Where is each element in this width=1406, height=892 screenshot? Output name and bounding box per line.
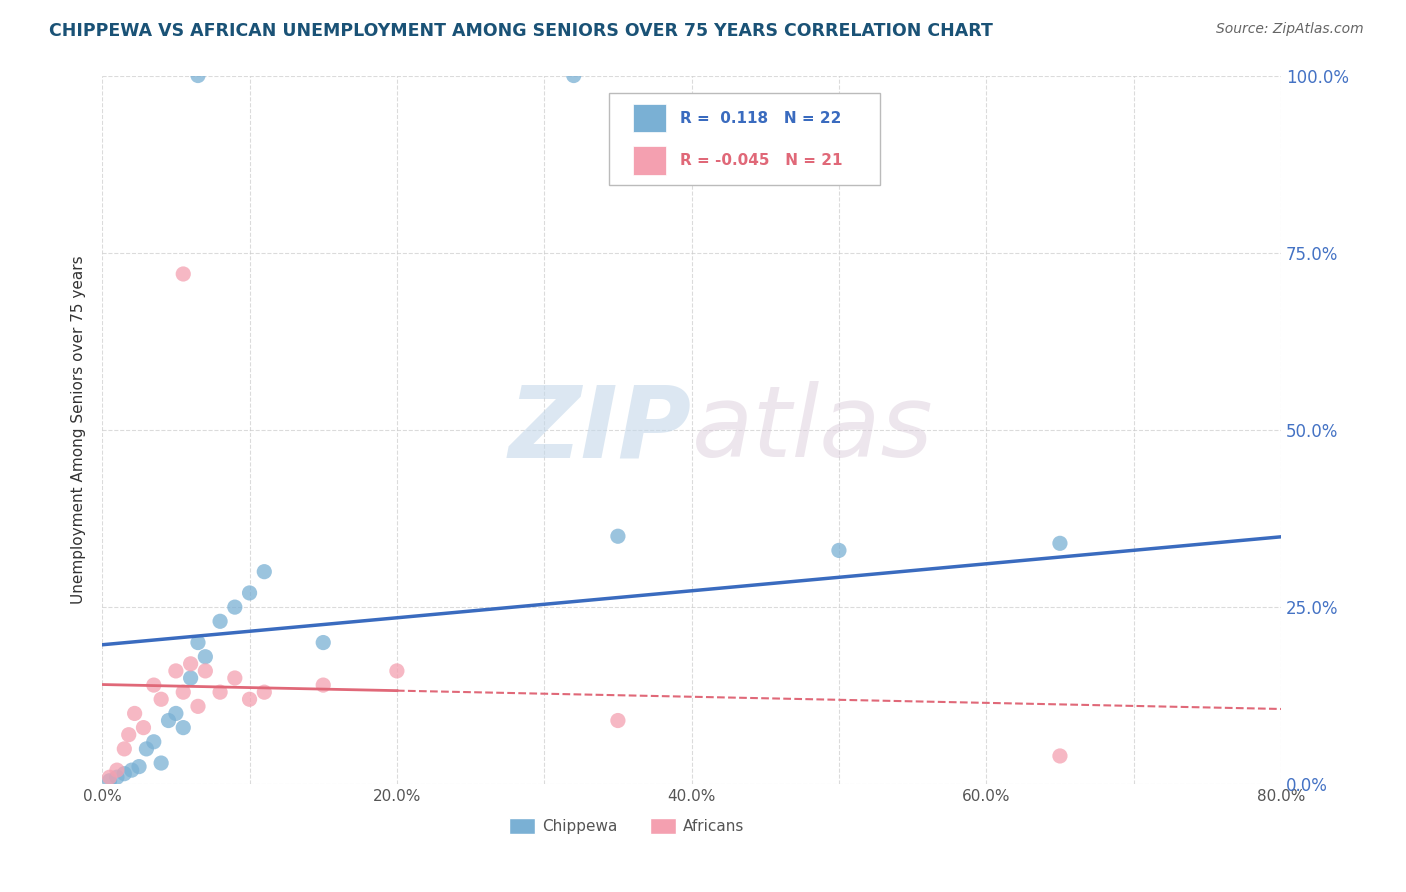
- Point: [157, 714, 180, 728]
- Point: [172, 267, 194, 281]
- Text: atlas: atlas: [692, 382, 934, 478]
- Point: [1049, 536, 1071, 550]
- Point: [112, 766, 135, 780]
- Point: [105, 763, 128, 777]
- Point: [180, 657, 202, 671]
- Point: [312, 635, 335, 649]
- Point: [238, 692, 260, 706]
- Point: [224, 671, 246, 685]
- Point: [209, 685, 232, 699]
- Y-axis label: Unemployment Among Seniors over 75 years: Unemployment Among Seniors over 75 years: [72, 256, 86, 604]
- Point: [124, 706, 146, 721]
- FancyBboxPatch shape: [609, 94, 880, 186]
- Point: [385, 664, 408, 678]
- Text: R = -0.045   N = 21: R = -0.045 N = 21: [679, 153, 842, 168]
- Point: [238, 586, 260, 600]
- Text: Africans: Africans: [683, 819, 745, 834]
- Text: ZIP: ZIP: [509, 382, 692, 478]
- Point: [828, 543, 851, 558]
- FancyBboxPatch shape: [633, 146, 665, 175]
- Point: [132, 721, 155, 735]
- FancyBboxPatch shape: [651, 818, 676, 834]
- Text: CHIPPEWA VS AFRICAN UNEMPLOYMENT AMONG SENIORS OVER 75 YEARS CORRELATION CHART: CHIPPEWA VS AFRICAN UNEMPLOYMENT AMONG S…: [49, 22, 993, 40]
- Point: [606, 714, 628, 728]
- Text: Source: ZipAtlas.com: Source: ZipAtlas.com: [1216, 22, 1364, 37]
- Point: [1049, 748, 1071, 763]
- Point: [209, 615, 232, 629]
- Point: [112, 742, 135, 756]
- Point: [98, 773, 121, 788]
- FancyBboxPatch shape: [633, 103, 665, 132]
- Point: [312, 678, 335, 692]
- Point: [118, 728, 141, 742]
- Point: [187, 69, 209, 83]
- Point: [194, 664, 217, 678]
- FancyBboxPatch shape: [509, 818, 534, 834]
- Point: [105, 770, 128, 784]
- Point: [150, 692, 173, 706]
- Point: [562, 69, 585, 83]
- Point: [253, 685, 276, 699]
- Point: [142, 678, 165, 692]
- Point: [180, 671, 202, 685]
- Point: [187, 699, 209, 714]
- Point: [128, 759, 150, 773]
- Text: Chippewa: Chippewa: [541, 819, 617, 834]
- Point: [98, 770, 121, 784]
- Point: [142, 735, 165, 749]
- Point: [224, 600, 246, 615]
- Point: [172, 721, 194, 735]
- Point: [165, 706, 187, 721]
- Point: [187, 635, 209, 649]
- Point: [150, 756, 173, 770]
- Text: R =  0.118   N = 22: R = 0.118 N = 22: [679, 111, 841, 126]
- Point: [172, 685, 194, 699]
- Point: [135, 742, 157, 756]
- Point: [121, 763, 143, 777]
- Point: [606, 529, 628, 543]
- Point: [194, 649, 217, 664]
- Point: [165, 664, 187, 678]
- Point: [253, 565, 276, 579]
